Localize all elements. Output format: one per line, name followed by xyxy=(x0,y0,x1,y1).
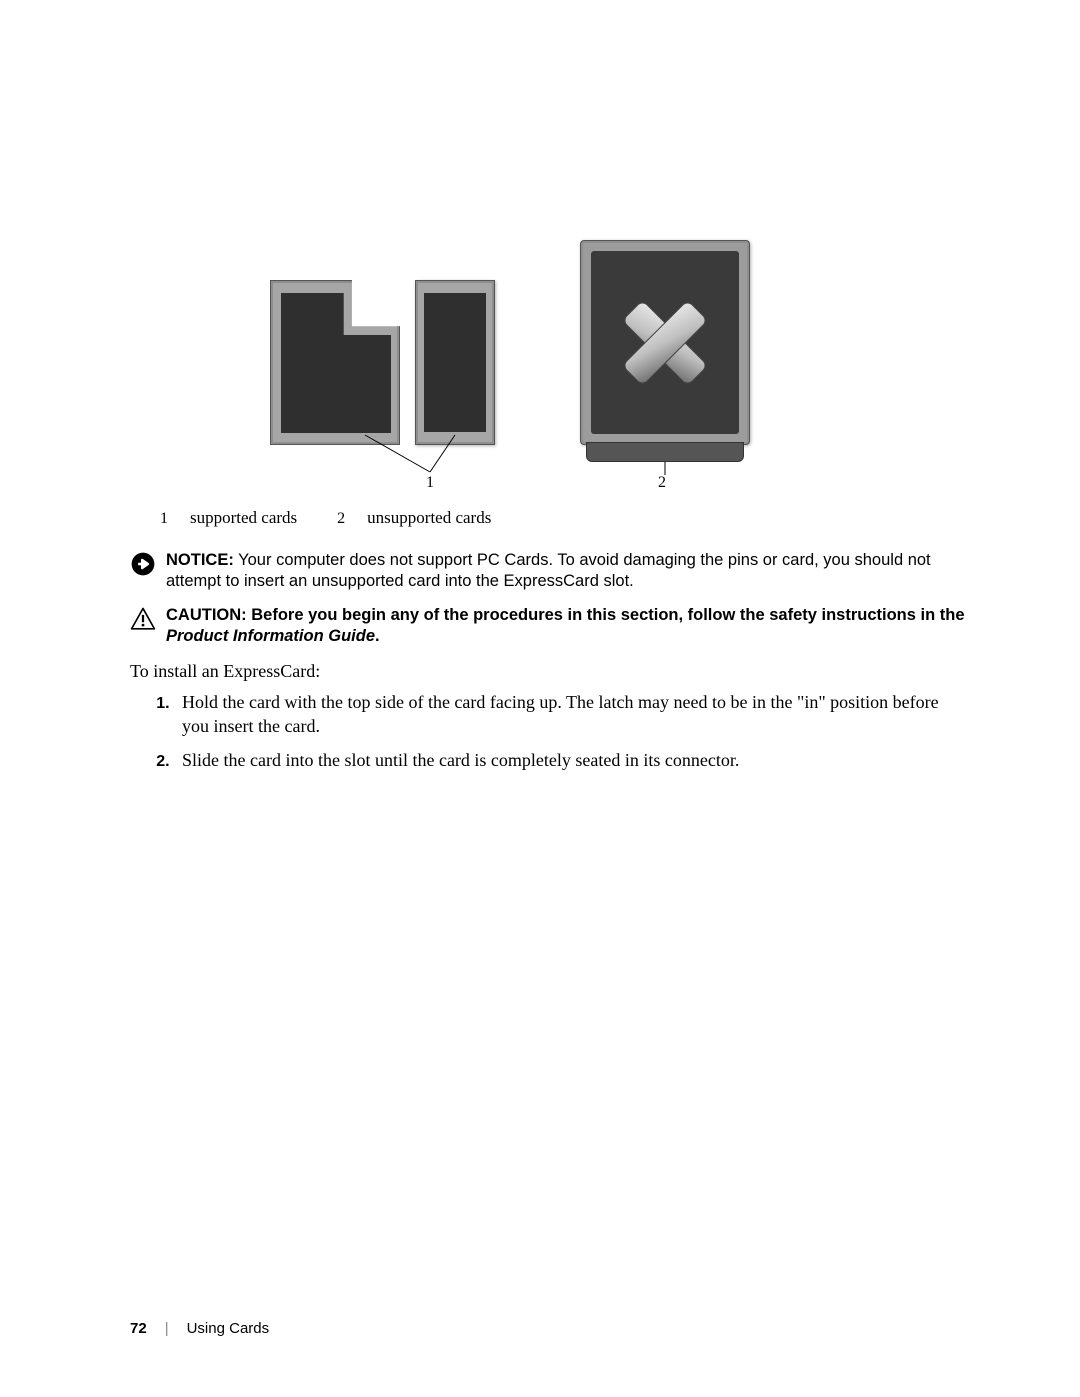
caution-block: CAUTION: Before you begin any of the pro… xyxy=(130,605,970,646)
section-title: Using Cards xyxy=(187,1320,270,1337)
leader-line-1 xyxy=(270,240,830,490)
caution-body-pre: Before you begin any of the procedures i… xyxy=(251,606,964,624)
notice-heading: NOTICE: xyxy=(166,551,234,569)
caution-body-post: . xyxy=(375,627,380,645)
caution-text: CAUTION: Before you begin any of the pro… xyxy=(166,605,970,646)
page-footer: 72 | Using Cards xyxy=(130,1320,269,1337)
install-steps: Hold the card with the top side of the c… xyxy=(130,690,970,773)
step-1: Hold the card with the top side of the c… xyxy=(174,690,970,739)
intro-line: To install an ExpressCard: xyxy=(130,661,970,682)
footer-divider: | xyxy=(165,1320,169,1337)
legend-number: 2 xyxy=(337,510,345,528)
notice-text: NOTICE: Your computer does not support P… xyxy=(166,550,970,591)
notice-body: Your computer does not support PC Cards.… xyxy=(166,551,931,590)
legend-label: unsupported cards xyxy=(367,508,491,528)
legend-number: 1 xyxy=(160,510,168,528)
notice-block: NOTICE: Your computer does not support P… xyxy=(130,550,970,591)
page-number: 72 xyxy=(130,1320,147,1337)
callout-number-1: 1 xyxy=(426,474,434,492)
legend-item-1: 1 supported cards xyxy=(160,508,297,528)
caution-heading: CAUTION: xyxy=(166,606,247,624)
callout-number-2: 2 xyxy=(658,474,666,492)
page: 1 2 1 supported cards 2 unsupported card… xyxy=(0,0,1080,1397)
figure-cards: 1 2 xyxy=(270,240,830,490)
step-2: Slide the card into the slot until the c… xyxy=(174,748,970,772)
figure-legend: 1 supported cards 2 unsupported cards xyxy=(160,508,970,528)
legend-item-2: 2 unsupported cards xyxy=(337,508,491,528)
notice-icon xyxy=(130,551,156,577)
caution-body-em: Product Information Guide xyxy=(166,627,375,645)
legend-label: supported cards xyxy=(190,508,297,528)
caution-icon xyxy=(130,606,156,632)
